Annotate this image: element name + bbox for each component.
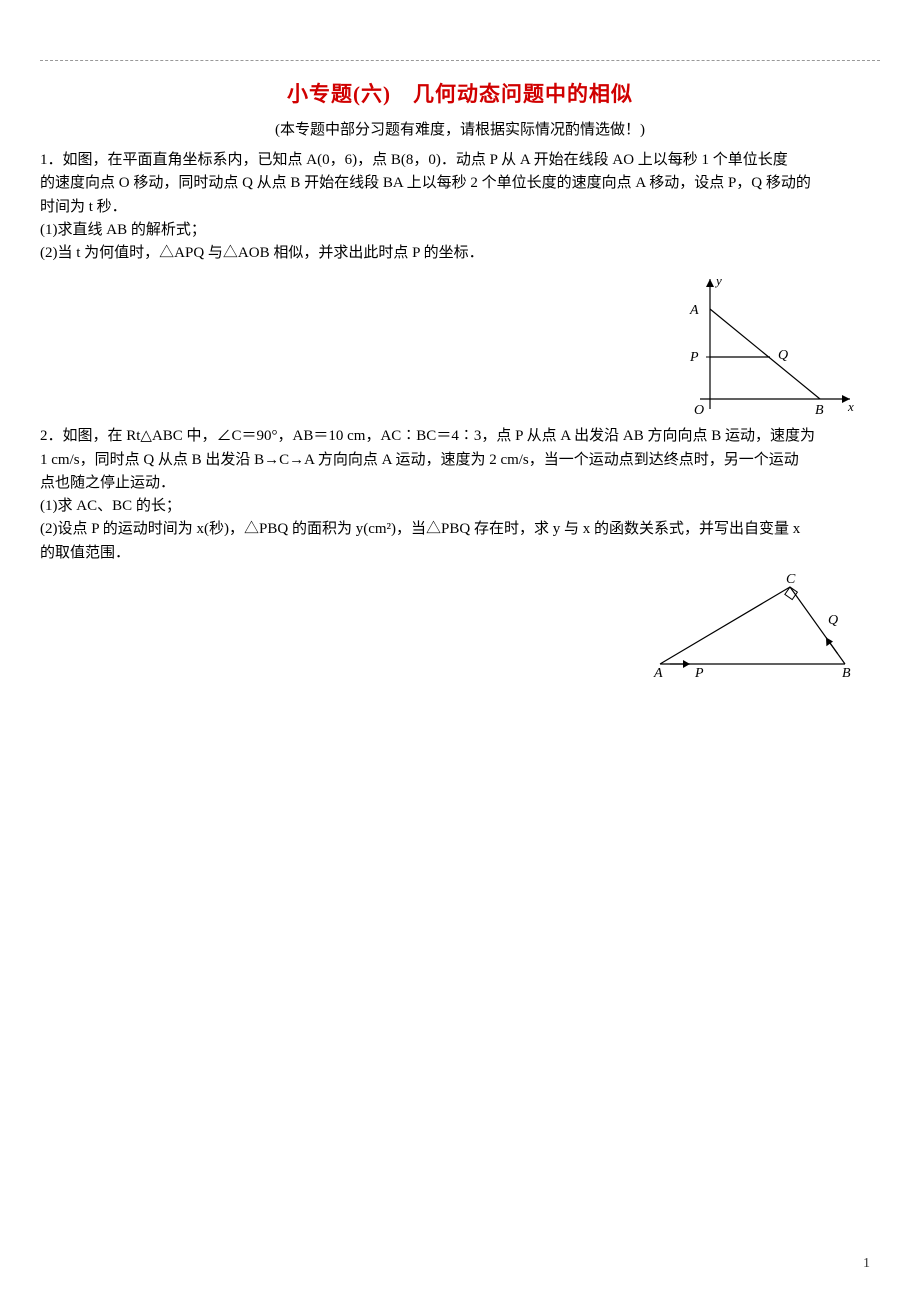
- label-Q: Q: [778, 348, 788, 363]
- problem-2-line-5: (2)设点 P 的运动时间为 x(秒)，△PBQ 的面积为 y(cm²)，当△P…: [40, 518, 880, 541]
- problem-1-line-2: 的速度向点 O 移动，同时动点 Q 从点 B 开始在线段 BA 上以每秒 2 个…: [40, 172, 880, 195]
- problem-2-line-3: 点也随之停止运动．: [40, 472, 880, 495]
- label2-P: P: [694, 666, 704, 679]
- page-title: 小专题(六) 几何动态问题中的相似: [40, 78, 880, 108]
- figure-2-container: A P B C Q: [40, 569, 880, 679]
- figure-1-container: A P Q O B x y: [40, 269, 880, 419]
- label-y-axis: y: [714, 273, 722, 288]
- figure-1-svg: A P Q O B x y: [680, 269, 860, 419]
- problem-2-line-1: 2．如图，在 Rt△ABC 中，∠C＝90°，AB＝10 cm，AC∶BC＝4∶…: [40, 425, 880, 448]
- problem-2-line-6: 的取值范围．: [40, 542, 880, 565]
- problem-1-line-3: 时间为 t 秒．: [40, 196, 880, 219]
- problem-1-line-1: 1．如图，在平面直角坐标系内，已知点 A(0，6)，点 B(8，0)．动点 P …: [40, 149, 880, 172]
- problem-2-line-4: (1)求 AC、BC 的长；: [40, 495, 880, 518]
- label2-Q: Q: [828, 613, 838, 628]
- page-number: 1: [863, 1256, 870, 1272]
- problem-2: 2．如图，在 Rt△ABC 中，∠C＝90°，AB＝10 cm，AC∶BC＝4∶…: [40, 425, 880, 565]
- page-subtitle: (本专题中部分习题有难度，请根据实际情况酌情选做！): [40, 118, 880, 139]
- label2-A: A: [653, 666, 663, 679]
- label2-C: C: [786, 572, 796, 587]
- problem-2-line-2: 1 cm/s，同时点 Q 从点 B 出发沿 B→C→A 方向向点 A 运动，速度…: [40, 449, 880, 472]
- label2-B: B: [842, 666, 851, 679]
- label-B: B: [815, 403, 824, 418]
- problem-1-line-5: (2)当 t 为何值时，△APQ 与△AOB 相似，并求出此时点 P 的坐标．: [40, 242, 880, 265]
- label-x-axis: x: [847, 399, 854, 414]
- figure-2-svg: A P B C Q: [650, 569, 860, 679]
- label-P: P: [689, 350, 699, 365]
- label-A: A: [689, 303, 699, 318]
- label-O: O: [694, 403, 704, 418]
- problem-1: 1．如图，在平面直角坐标系内，已知点 A(0，6)，点 B(8，0)．动点 P …: [40, 149, 880, 265]
- problem-1-line-4: (1)求直线 AB 的解析式；: [40, 219, 880, 242]
